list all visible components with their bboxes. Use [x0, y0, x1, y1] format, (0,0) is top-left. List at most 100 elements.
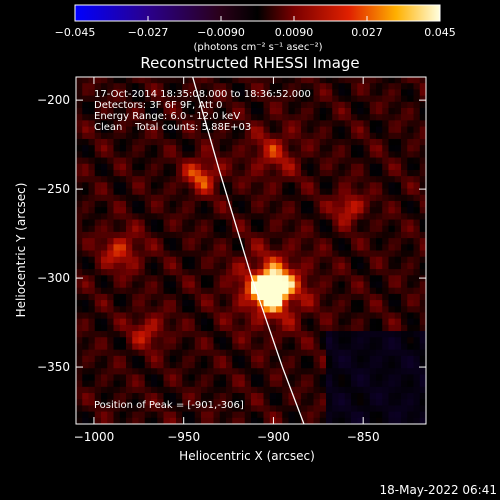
heatmap-cell: [419, 269, 426, 276]
heatmap-cell: [219, 293, 227, 301]
heatmap-cell: [163, 300, 171, 307]
heatmap-cell: [394, 101, 402, 109]
heatmap-cell: [244, 169, 252, 177]
heatmap-cell: [294, 138, 302, 146]
heatmap-cell: [388, 231, 396, 239]
heatmap-cell: [419, 281, 426, 289]
heatmap-cell: [269, 362, 277, 369]
heatmap-cell: [363, 324, 371, 332]
heatmap-cell: [326, 380, 333, 388]
heatmap-cell: [219, 324, 227, 332]
heatmap-cell: [288, 275, 296, 282]
heatmap-cell: [301, 293, 308, 301]
heatmap-cell: [182, 151, 189, 158]
heatmap-cell: [82, 169, 89, 177]
heatmap-cell: [188, 306, 196, 313]
heatmap-cell: [288, 343, 296, 351]
heatmap-cell: [376, 151, 383, 158]
heatmap-cell: [176, 405, 183, 413]
heatmap-cell: [357, 281, 364, 289]
heatmap-cell: [232, 355, 239, 363]
heatmap-cell: [88, 362, 96, 369]
heatmap-cell: [407, 95, 414, 103]
heatmap-cell: [107, 399, 114, 406]
heatmap-cell: [301, 95, 308, 103]
heatmap-cell: [282, 138, 289, 146]
heatmap-cell: [338, 405, 346, 413]
heatmap-cell: [401, 331, 408, 338]
heatmap-cell: [376, 194, 383, 202]
heatmap-cell: [232, 244, 239, 251]
heatmap-cell: [388, 281, 396, 289]
heatmap-cell: [376, 157, 383, 165]
heatmap-cell: [401, 374, 408, 382]
heatmap-cell: [101, 151, 108, 158]
heatmap-cell: [332, 349, 339, 357]
heatmap-cell: [188, 126, 196, 134]
heatmap-cell: [326, 275, 333, 282]
heatmap-cell: [326, 231, 333, 239]
heatmap-cell: [144, 169, 152, 177]
heatmap-cell: [182, 77, 189, 84]
heatmap-cell: [401, 163, 408, 171]
heatmap-cell: [288, 262, 296, 270]
heatmap-cell: [194, 244, 202, 251]
heatmap-cell: [126, 417, 133, 424]
heatmap-cell: [182, 213, 189, 220]
heatmap-cell: [407, 312, 414, 320]
heatmap-cell: [176, 188, 183, 196]
heatmap-cell: [107, 132, 114, 140]
heatmap-cell: [138, 194, 146, 202]
heatmap-cell: [169, 411, 177, 419]
heatmap-cell: [82, 126, 89, 134]
heatmap-cell: [194, 95, 202, 103]
heatmap-cell: [301, 238, 308, 245]
heatmap-cell: [388, 368, 396, 375]
heatmap-cell: [194, 411, 202, 419]
heatmap-cell: [257, 151, 264, 158]
heatmap-cell: [419, 114, 426, 121]
heatmap-cell: [369, 244, 377, 251]
heatmap-cell: [282, 157, 289, 165]
heatmap-cell: [288, 151, 296, 158]
heatmap-cell: [151, 362, 158, 369]
heatmap-cell: [169, 343, 177, 351]
heatmap-cell: [413, 275, 421, 282]
heatmap-cell: [119, 95, 127, 103]
heatmap-cell: [138, 362, 146, 369]
y-axis-label: Heliocentric Y (arcsec): [14, 183, 28, 318]
heatmap-cell: [213, 151, 221, 158]
heatmap-cell: [207, 393, 214, 400]
heatmap-cell: [351, 157, 358, 165]
heatmap-cell: [413, 176, 421, 183]
heatmap-cell: [313, 194, 321, 202]
heatmap-cell: [363, 182, 371, 189]
heatmap-cell: [213, 200, 221, 208]
heatmap-cell: [151, 213, 158, 220]
heatmap-cell: [376, 386, 383, 394]
heatmap-cell: [226, 411, 233, 419]
heatmap-cell: [294, 169, 302, 177]
heatmap-cell: [244, 101, 252, 109]
heatmap-cell: [82, 225, 89, 233]
heatmap-cell: [363, 114, 371, 121]
heatmap-cell: [188, 238, 196, 245]
heatmap-cell: [344, 405, 352, 413]
heatmap-cell: [338, 312, 346, 320]
heatmap-cell: [301, 151, 308, 158]
heatmap-cell: [126, 349, 133, 357]
heatmap-cell: [332, 300, 339, 307]
heatmap-cell: [357, 89, 364, 96]
heatmap-cell: [176, 132, 183, 140]
heatmap-cell: [232, 331, 239, 338]
heatmap-cell: [257, 417, 264, 424]
heatmap-cell: [201, 238, 208, 245]
heatmap-cell: [126, 256, 133, 264]
heatmap-cell: [263, 157, 271, 165]
heatmap-cell: [188, 200, 196, 208]
heatmap-cell: [288, 138, 296, 146]
heatmap-cell: [282, 200, 289, 208]
heatmap-cell: [251, 256, 258, 264]
heatmap-cell: [251, 89, 258, 96]
heatmap-cell: [382, 331, 389, 338]
